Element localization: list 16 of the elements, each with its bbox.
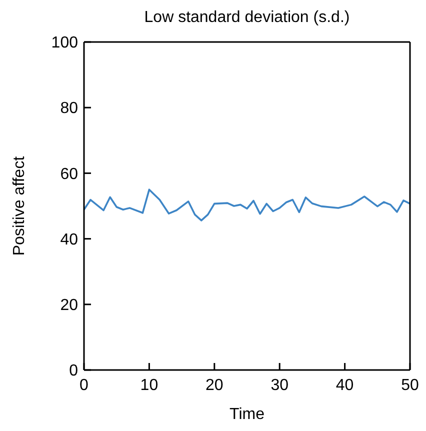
x-tick-label: 40: [336, 377, 354, 394]
y-tick-label: 80: [60, 100, 78, 118]
y-tick-label: 20: [60, 297, 78, 314]
y-tick-label: 60: [60, 166, 78, 183]
y-tick-label: 100: [51, 34, 78, 52]
line-series: [83, 188, 411, 222]
x-tick-label: 10: [140, 377, 158, 394]
x-tick-label: 30: [270, 377, 289, 394]
x-tick-label: 0: [80, 377, 89, 394]
chart-title: Low standard deviation (s.d.): [144, 9, 350, 26]
y-axis-title: Positive affect: [11, 156, 28, 256]
x-tick-label: 50: [401, 377, 419, 394]
y-tick-label: 40: [60, 231, 78, 248]
y-tick-label: 0: [69, 362, 78, 380]
x-tick-label: 20: [206, 377, 224, 394]
x-axis-title: Time: [230, 406, 265, 423]
